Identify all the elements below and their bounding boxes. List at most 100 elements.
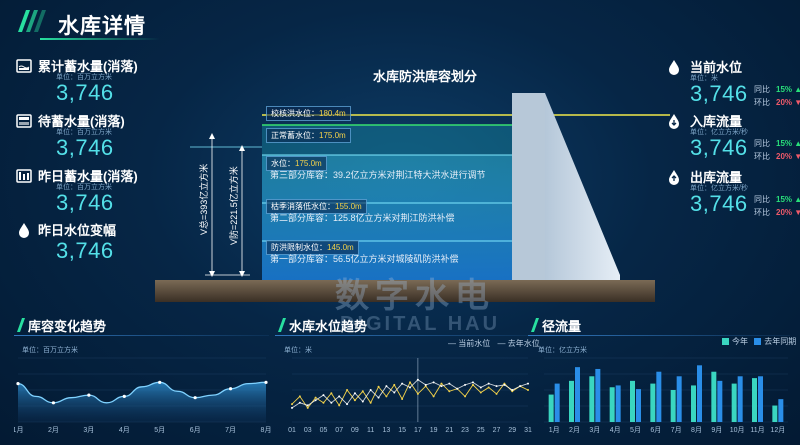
x-tick-label: 01	[288, 427, 296, 434]
stat-value: 3,746	[690, 135, 748, 160]
series-point	[298, 395, 301, 398]
stat-value: 3,746	[56, 135, 114, 160]
series-point	[314, 399, 317, 402]
series-point	[432, 395, 435, 398]
capacity-line	[17, 381, 267, 404]
stat-unit: 单位：米	[690, 75, 718, 82]
series-point	[440, 385, 443, 388]
series-point	[471, 383, 474, 386]
series-point	[393, 391, 396, 394]
legend-current: — 当前水位	[448, 339, 491, 348]
yoy-compare: 同比 15% ▲	[754, 194, 800, 205]
stat-unit: 单位：百万立方米	[56, 129, 112, 136]
bar-this-year	[711, 371, 717, 422]
bar-last-year	[595, 368, 601, 422]
center-title: 水库防洪库容划分	[372, 69, 477, 84]
stat-value: 3,746	[56, 238, 114, 263]
flow-panel-title: 径流量	[542, 319, 582, 334]
level-tag-check-flood: 校核洪水位：180.4m	[266, 106, 351, 121]
series-point	[527, 382, 529, 385]
v-flood-label: V防=221.5亿立方米	[228, 166, 239, 245]
x-tick-label: 3月	[589, 426, 600, 434]
capacity-panel-title: 库容变化趋势	[28, 319, 107, 334]
bar-this-year	[650, 383, 656, 422]
capacity-unit: 单位：百万立方米	[22, 347, 78, 354]
arrow-down-icon: ▼	[794, 208, 800, 217]
x-tick-label: 19	[430, 427, 438, 434]
series-point	[306, 404, 309, 407]
part-two-text: 第二部分库容：125.8亿立方米对荆江防洪补偿	[270, 213, 455, 223]
legend-last-year: 去年同期	[754, 337, 796, 346]
x-tick-label: 29	[508, 427, 516, 434]
series-point	[464, 395, 467, 398]
bar-last-year	[676, 376, 682, 422]
bar-last-year	[778, 399, 784, 422]
stat-cumulative-storage: 累计蓄水量(消落) 单位：百万立方米 3,746	[16, 56, 166, 108]
arrow-up-icon: ▲	[794, 85, 800, 94]
stat-label: 昨日水位变幅	[38, 223, 117, 238]
series-point	[487, 382, 490, 385]
riverbed	[155, 280, 655, 302]
series-point	[353, 392, 356, 395]
x-tick-label: 6月	[650, 426, 661, 434]
x-tick-label: 25	[477, 427, 485, 434]
title-underline	[40, 38, 160, 40]
page-title: 水库详情	[58, 15, 146, 38]
watermark-en: DIGITAL HAU	[340, 313, 501, 335]
series-point	[416, 392, 419, 395]
series-point	[338, 395, 341, 398]
series-line-current	[291, 381, 529, 409]
x-tick-label: 21	[445, 427, 453, 434]
capacity-point	[122, 394, 126, 398]
series-point	[511, 389, 514, 391]
series-point	[369, 401, 372, 404]
panel-marker-icon	[531, 318, 539, 332]
series-point	[401, 382, 404, 385]
series-point	[298, 401, 301, 404]
flow-chart: 1月 2月 3月 4月 5月 6月 7月 8月 9月 10月 11月 12月	[544, 357, 788, 434]
series-point	[519, 385, 522, 388]
part-three-text: 第三部分库容：39.2亿立方米对荆江特大洪水进行调节	[270, 170, 486, 180]
x-tick-label: 6月	[190, 426, 201, 434]
bar-this-year	[630, 380, 635, 422]
tank-icon	[16, 114, 32, 128]
series-point	[346, 403, 349, 406]
capacity-point	[193, 396, 197, 400]
flow-legend: 今年 去年同期	[722, 336, 796, 347]
panel-divider	[14, 335, 269, 336]
series-point	[487, 386, 490, 389]
series-point	[409, 386, 411, 389]
series-point	[361, 390, 364, 393]
v-total-label: V总=393亿立方米	[198, 164, 209, 235]
level-tag-normal: 正常蓄水位：175.0m	[266, 128, 351, 143]
level-chart: 01 03 05 07 09 11 13 15 17 19 21 23 25 27 29 31	[288, 357, 532, 434]
capacity-point	[158, 380, 162, 384]
bar-this-year	[731, 383, 737, 422]
storage-icon	[16, 169, 32, 183]
mom-compare: 环比 20% ▼	[754, 207, 800, 218]
flow-unit: 单位：亿立方米	[538, 347, 587, 354]
series-point	[479, 391, 482, 394]
bar-last-year	[717, 380, 723, 422]
series-point	[409, 381, 411, 384]
bar-this-year	[670, 390, 676, 422]
water-level-icon	[19, 223, 29, 238]
x-tick-label: 4月	[119, 426, 130, 434]
x-tick-label: 3月	[83, 426, 94, 434]
stat-unit: 单位：百万立方米	[56, 74, 112, 81]
series-point	[322, 394, 325, 397]
capacity-point	[87, 393, 91, 397]
capacity-chart: 1月 2月 3月 4月 5月 6月 7月 8月	[14, 357, 271, 434]
x-tick-label: 17	[414, 427, 422, 434]
level-legend: — 当前水位 — 去年水位	[448, 338, 540, 349]
series-point	[432, 381, 435, 384]
x-tick-label: 2月	[48, 426, 59, 434]
watermark-cn: 数字水电	[335, 277, 495, 315]
x-tick-label: 1月	[14, 426, 23, 434]
series-point	[330, 401, 333, 404]
series-point	[291, 406, 293, 409]
capacity-point	[264, 380, 268, 384]
stat-label: 待蓄水量(消落)	[38, 114, 125, 129]
x-tick-label: 10月	[730, 426, 745, 434]
series-point	[440, 382, 443, 385]
